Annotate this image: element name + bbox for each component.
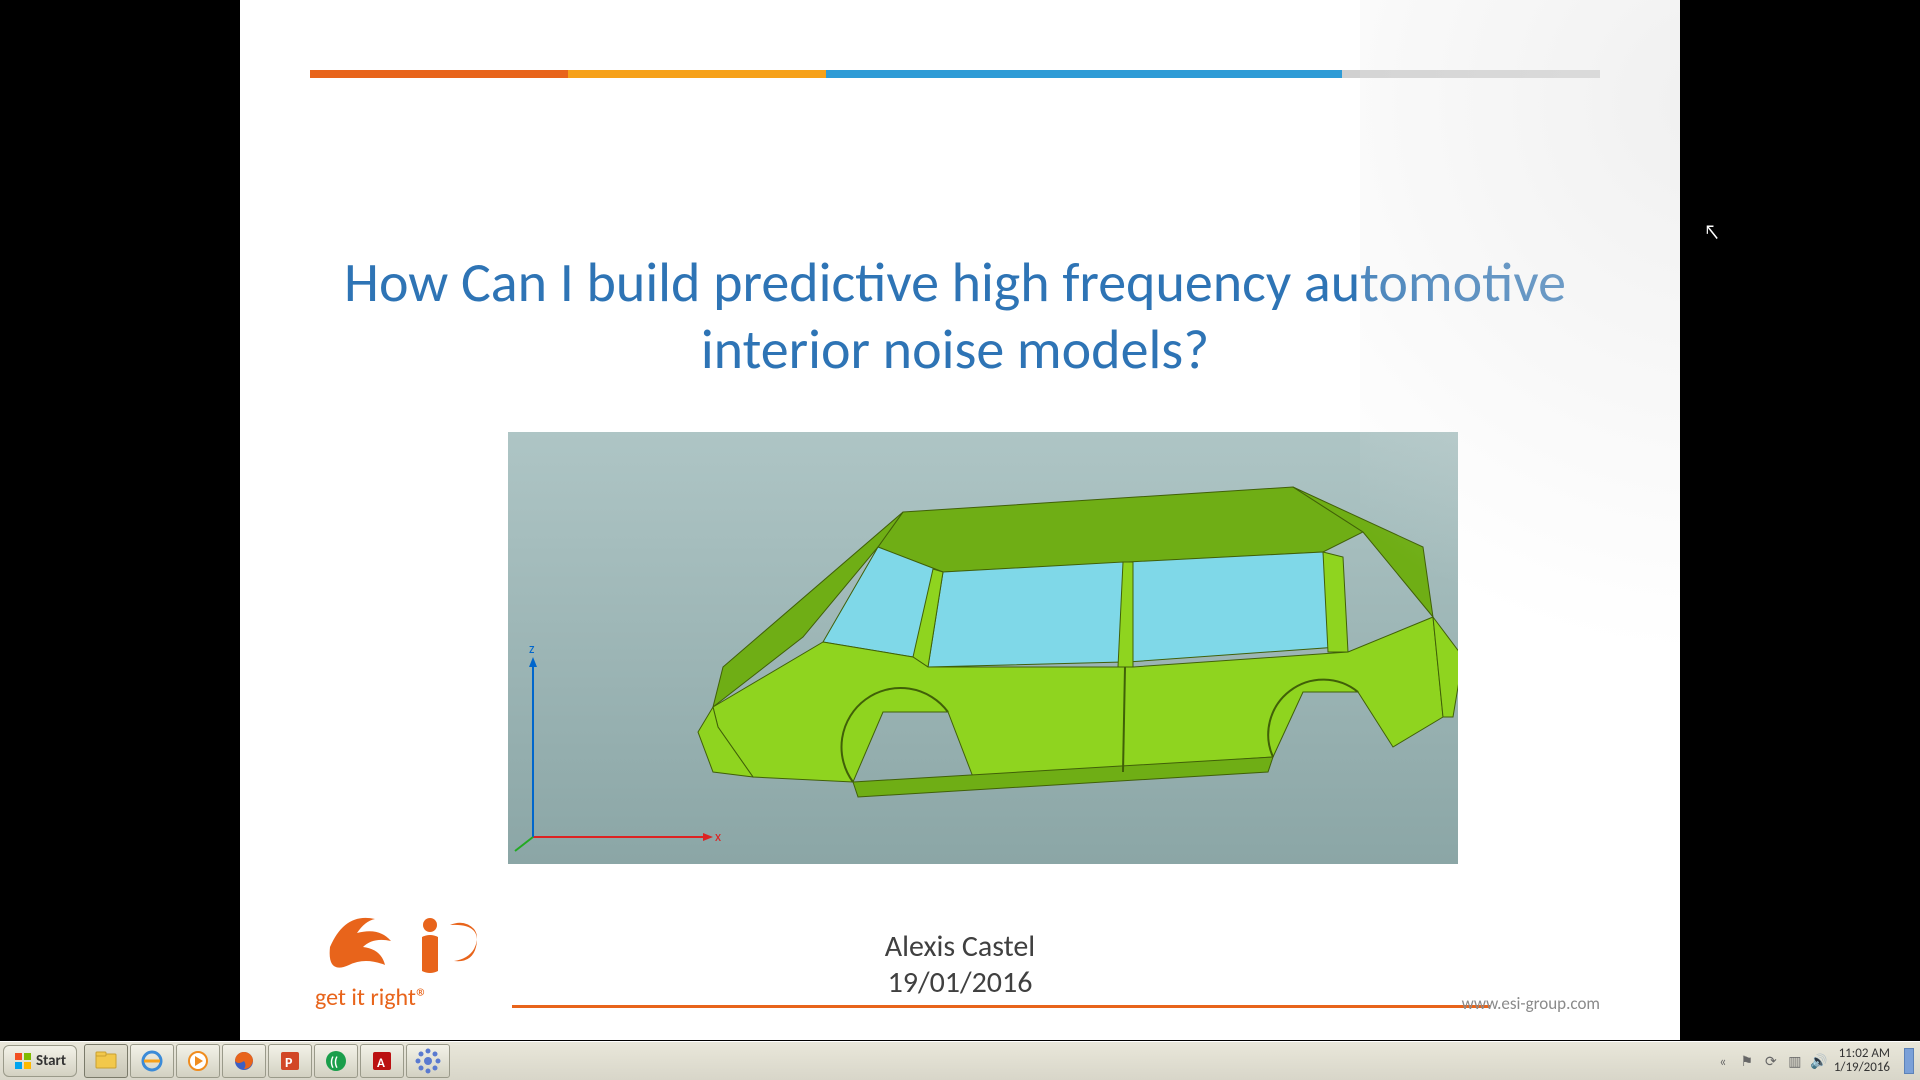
wmplayer-icon xyxy=(184,1046,212,1076)
taskbar-app-ie[interactable] xyxy=(130,1044,174,1078)
ie-icon xyxy=(138,1046,166,1076)
tray-flag-icon[interactable]: ⚑ xyxy=(1738,1052,1756,1070)
svg-text:x: x xyxy=(715,828,721,845)
footer-url: www.esi-group.com xyxy=(1462,993,1600,1014)
car-model-figure: xz xyxy=(508,432,1458,864)
taskbar: Start P (( A « ⚑ ⟳ ▥ 🔊 11:02 AM 1/19/2016 xyxy=(0,1041,1920,1080)
footer-divider xyxy=(512,1005,1490,1008)
logo-tagline: get it right® xyxy=(315,983,428,1012)
taskbar-app-firefox[interactable] xyxy=(222,1044,266,1078)
desktop-screen: How Can I build predictive high frequenc… xyxy=(0,0,1920,1080)
show-desktop-button[interactable] xyxy=(1904,1048,1914,1074)
svg-text:((: (( xyxy=(330,1055,338,1070)
tray-icons-group: « ⚑ ⟳ ▥ 🔊 xyxy=(1714,1052,1828,1070)
start-button[interactable]: Start xyxy=(3,1045,77,1077)
clock-time: 11:02 AM xyxy=(1834,1047,1890,1061)
tray-vol-icon[interactable]: 🔊 xyxy=(1810,1052,1828,1070)
system-tray: « ⚑ ⟳ ▥ 🔊 11:02 AM 1/19/2016 xyxy=(1708,1042,1920,1080)
tray-expand-icon[interactable]: « xyxy=(1714,1052,1732,1070)
powerpoint-icon: P xyxy=(276,1046,304,1076)
tray-sync-icon[interactable]: ⟳ xyxy=(1762,1052,1780,1070)
taskbar-app-acrobat[interactable]: A xyxy=(360,1044,404,1078)
header-stripe xyxy=(310,70,1600,78)
svg-text:z: z xyxy=(529,640,535,657)
esi-logo: get it right® xyxy=(310,907,500,1022)
car-model-svg: xz xyxy=(508,432,1458,864)
taskbar-app-gotomeeting[interactable] xyxy=(406,1044,450,1078)
taskbar-app-webex[interactable]: (( xyxy=(314,1044,358,1078)
slide-title: How Can I build predictive high frequenc… xyxy=(310,250,1600,384)
windows-logo-icon xyxy=(14,1052,32,1070)
taskbar-app-powerpoint[interactable]: P xyxy=(268,1044,312,1078)
taskbar-app-wmplayer[interactable] xyxy=(176,1044,220,1078)
webex-icon: (( xyxy=(322,1046,350,1076)
taskbar-apps: P (( A xyxy=(84,1042,450,1080)
start-label: Start xyxy=(36,1052,66,1070)
gotomeeting-icon xyxy=(414,1046,442,1076)
acrobat-icon: A xyxy=(368,1046,396,1076)
clock-date: 1/19/2016 xyxy=(1834,1061,1890,1075)
explorer-icon xyxy=(92,1046,120,1076)
tray-net-icon[interactable]: ▥ xyxy=(1786,1052,1804,1070)
taskbar-app-explorer[interactable] xyxy=(84,1044,128,1078)
svg-text:P: P xyxy=(285,1054,293,1071)
taskbar-clock[interactable]: 11:02 AM 1/19/2016 xyxy=(1834,1047,1894,1076)
svg-text:A: A xyxy=(377,1056,385,1071)
mouse-cursor: ↖ xyxy=(1704,218,1720,245)
presentation-slide: How Can I build predictive high frequenc… xyxy=(240,0,1680,1040)
firefox-icon xyxy=(230,1046,258,1076)
